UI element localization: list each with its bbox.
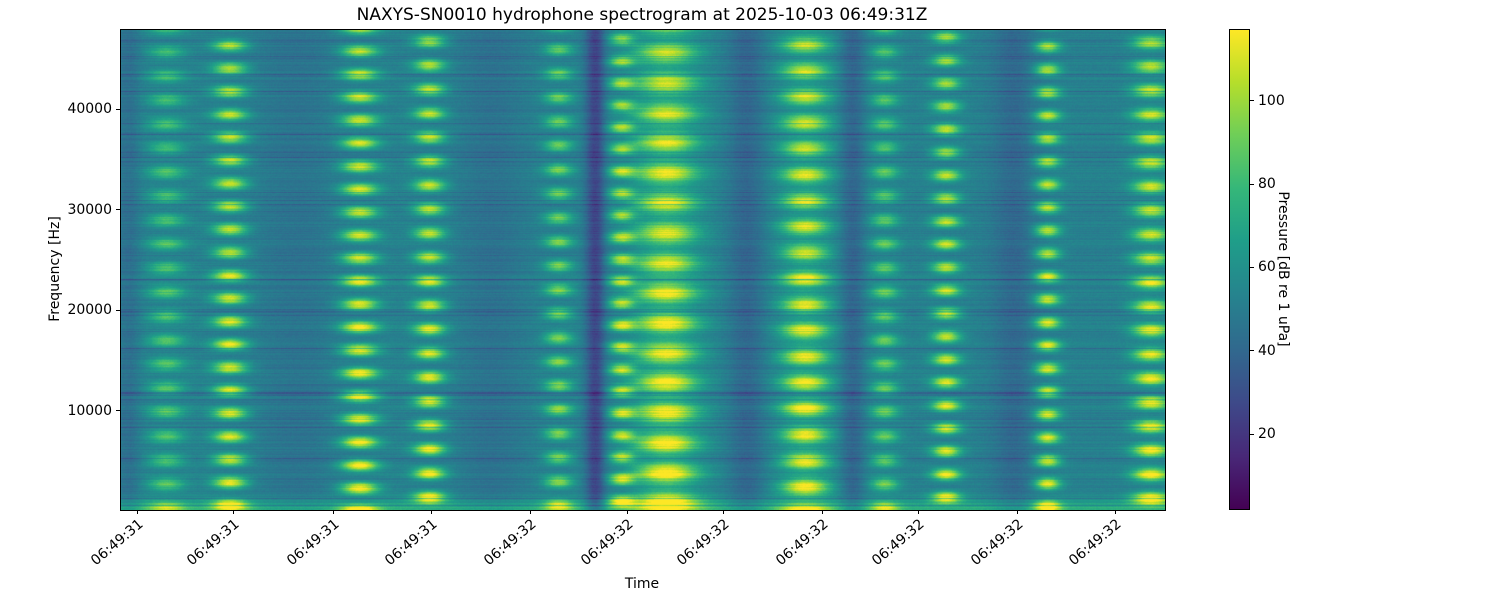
x-tick-label: 06:49:32: [772, 516, 832, 569]
x-tick-mark: [136, 510, 138, 514]
y-tick-mark: [116, 108, 120, 110]
y-axis-label: Frequency [Hz]: [47, 216, 63, 322]
y-tick-label: 30000: [67, 201, 112, 218]
x-tick-label: 06:49:32: [1066, 516, 1125, 569]
x-tick-label: 06:49:32: [674, 516, 733, 569]
y-tick-mark: [116, 209, 120, 211]
colorbar-tick-mark: [1250, 183, 1254, 185]
plot-area: [120, 29, 1166, 511]
x-tick-label: 06:49:31: [283, 516, 343, 569]
x-tick-mark: [529, 510, 531, 514]
colorbar-tick-label: 60: [1258, 259, 1276, 276]
x-tick-mark: [626, 510, 628, 514]
spectrogram-canvas: [121, 30, 1165, 510]
x-tick-mark: [918, 510, 920, 514]
x-tick-mark: [430, 510, 432, 514]
y-tick-mark: [116, 309, 120, 311]
x-axis-label: Time: [624, 576, 660, 592]
x-tick-label: 06:49:31: [381, 516, 441, 569]
x-tick-mark: [332, 510, 334, 514]
x-tick-mark: [723, 510, 725, 514]
colorbar-label: Pressure [dB re 1 uPa]: [1275, 191, 1291, 347]
colorbar: [1229, 29, 1250, 510]
x-tick-mark: [1115, 510, 1117, 514]
colorbar-tick-mark: [1250, 433, 1254, 435]
colorbar-tick-label: 80: [1258, 176, 1276, 193]
y-tick-label: 40000: [67, 101, 112, 118]
colorbar-tick-mark: [1250, 100, 1254, 102]
colorbar-tick-mark: [1250, 266, 1254, 268]
y-tick-label: 10000: [67, 402, 112, 419]
x-tick-label: 06:49:31: [87, 516, 147, 569]
y-tick-label: 20000: [67, 302, 112, 319]
colorbar-tick-label: 40: [1258, 342, 1276, 359]
chart-title: NAXYS-SN0010 hydrophone spectrogram at 2…: [356, 5, 928, 25]
colorbar-tick-mark: [1250, 350, 1254, 352]
x-tick-label: 06:49:31: [184, 516, 243, 569]
x-tick-label: 06:49:32: [869, 516, 928, 569]
x-tick-mark: [1016, 510, 1018, 514]
y-tick-mark: [116, 410, 120, 412]
x-tick-label: 06:49:32: [481, 516, 540, 569]
x-tick-mark: [233, 510, 235, 514]
x-tick-label: 06:49:32: [577, 516, 637, 569]
x-tick-label: 06:49:32: [967, 516, 1027, 569]
colorbar-tick-label: 100: [1258, 92, 1285, 109]
x-tick-mark: [821, 510, 823, 514]
colorbar-tick-label: 20: [1258, 426, 1276, 443]
